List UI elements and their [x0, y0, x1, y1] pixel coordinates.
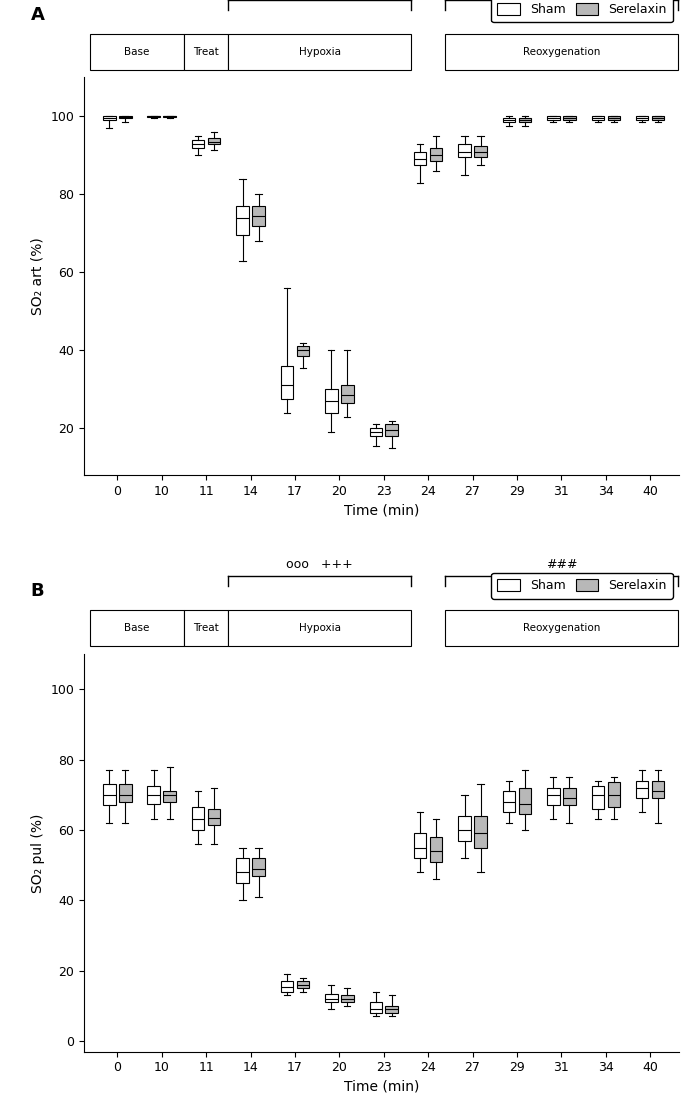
PathPatch shape [458, 816, 470, 840]
PathPatch shape [503, 118, 515, 122]
PathPatch shape [119, 784, 132, 801]
PathPatch shape [636, 116, 648, 121]
PathPatch shape [608, 116, 620, 121]
Text: Reoxygenation: Reoxygenation [523, 623, 600, 633]
Text: ###: ### [545, 558, 577, 570]
Text: Hypoxia: Hypoxia [299, 623, 341, 633]
PathPatch shape [547, 788, 559, 805]
Bar [445, 33, 678, 70]
Text: ooo   +++: ooo +++ [286, 558, 354, 570]
Text: Reoxygenation: Reoxygenation [523, 46, 600, 56]
Text: Base: Base [124, 46, 150, 56]
PathPatch shape [297, 346, 309, 356]
PathPatch shape [208, 138, 220, 144]
PathPatch shape [208, 809, 220, 825]
PathPatch shape [430, 147, 442, 162]
PathPatch shape [370, 428, 382, 436]
PathPatch shape [563, 788, 575, 805]
PathPatch shape [652, 780, 664, 798]
PathPatch shape [370, 1002, 382, 1013]
PathPatch shape [192, 139, 204, 147]
PathPatch shape [475, 146, 486, 157]
PathPatch shape [252, 206, 265, 226]
PathPatch shape [103, 116, 116, 121]
PathPatch shape [414, 834, 426, 858]
Bar [228, 33, 412, 70]
PathPatch shape [519, 788, 531, 814]
PathPatch shape [325, 994, 337, 1002]
PathPatch shape [281, 981, 293, 992]
PathPatch shape [237, 206, 248, 236]
PathPatch shape [519, 118, 531, 122]
PathPatch shape [386, 1006, 398, 1013]
Legend: Sham, Serelaxin: Sham, Serelaxin [491, 572, 673, 599]
PathPatch shape [503, 792, 515, 813]
PathPatch shape [563, 116, 575, 121]
PathPatch shape [386, 424, 398, 436]
PathPatch shape [297, 981, 309, 989]
PathPatch shape [592, 786, 604, 809]
PathPatch shape [119, 116, 132, 118]
Bar [184, 33, 228, 70]
Y-axis label: SO₂ art (%): SO₂ art (%) [31, 237, 45, 315]
Text: B: B [31, 582, 44, 600]
PathPatch shape [281, 366, 293, 400]
Bar [184, 610, 228, 646]
Y-axis label: SO₂ pul (%): SO₂ pul (%) [31, 814, 45, 892]
PathPatch shape [252, 858, 265, 876]
Legend: Sham, Serelaxin: Sham, Serelaxin [491, 0, 673, 22]
PathPatch shape [148, 786, 160, 804]
Bar [90, 610, 184, 646]
Text: Treat: Treat [193, 46, 219, 56]
PathPatch shape [430, 837, 442, 861]
Bar [445, 610, 678, 646]
PathPatch shape [475, 816, 486, 848]
PathPatch shape [103, 784, 116, 805]
PathPatch shape [341, 995, 354, 1002]
PathPatch shape [592, 116, 604, 121]
Bar [90, 33, 184, 70]
PathPatch shape [237, 858, 248, 882]
Text: Base: Base [124, 623, 150, 633]
PathPatch shape [608, 783, 620, 807]
PathPatch shape [547, 116, 559, 121]
PathPatch shape [325, 390, 337, 413]
Text: A: A [31, 6, 44, 24]
Bar [228, 610, 412, 646]
Text: Treat: Treat [193, 623, 219, 633]
PathPatch shape [164, 792, 176, 801]
Text: Hypoxia: Hypoxia [299, 46, 341, 56]
PathPatch shape [414, 152, 426, 165]
X-axis label: Time (min): Time (min) [344, 1080, 419, 1094]
PathPatch shape [636, 780, 648, 798]
PathPatch shape [192, 807, 204, 830]
PathPatch shape [458, 144, 470, 157]
X-axis label: Time (min): Time (min) [344, 504, 419, 517]
PathPatch shape [341, 385, 354, 403]
PathPatch shape [652, 116, 664, 121]
